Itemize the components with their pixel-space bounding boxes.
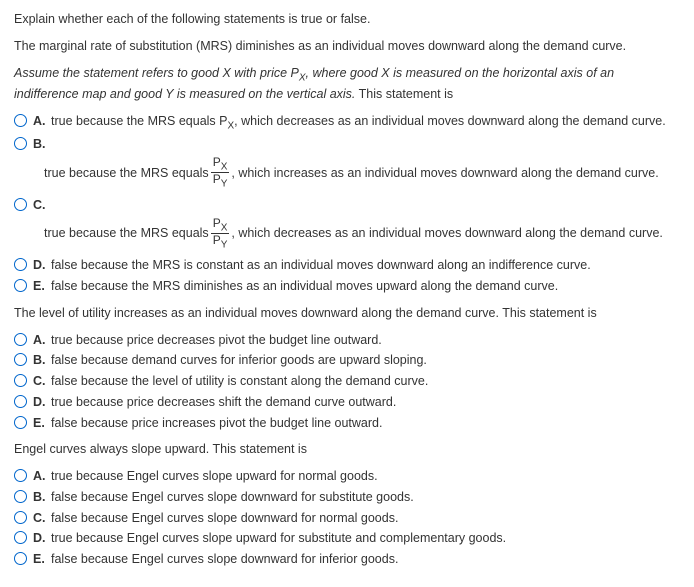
q2-option-d[interactable]: D. true because price decreases shift th… bbox=[14, 393, 680, 412]
option-text: false because the level of utility is co… bbox=[51, 372, 428, 391]
q3-option-c[interactable]: C. false because Engel curves slope down… bbox=[14, 509, 680, 528]
option-letter: C. bbox=[33, 196, 51, 215]
option-text: false because Engel curves slope downwar… bbox=[51, 509, 398, 528]
option-text: true because the MRS equals PX, which de… bbox=[51, 112, 666, 134]
option-text: false because demand curves for inferior… bbox=[51, 351, 427, 370]
q1-assume-pre: Assume the statement refers to good X wi… bbox=[14, 66, 291, 80]
option-letter: E. bbox=[33, 277, 51, 296]
q1-option-b[interactable]: B. bbox=[14, 135, 680, 154]
radio-icon bbox=[14, 511, 27, 524]
option-text: false because price increases pivot the … bbox=[51, 414, 382, 433]
option-text: false because Engel curves slope downwar… bbox=[51, 550, 398, 569]
q2-option-c[interactable]: C. false because the level of utility is… bbox=[14, 372, 680, 391]
option-text: true because Engel curves slope upward f… bbox=[51, 467, 378, 486]
option-letter: C. bbox=[33, 372, 51, 391]
q1-assume-end: This statement is bbox=[355, 87, 453, 101]
intro-text: Explain whether each of the following st… bbox=[14, 10, 680, 29]
option-letter: B. bbox=[33, 488, 51, 507]
q2-option-e[interactable]: E. false because price increases pivot t… bbox=[14, 414, 680, 433]
q3-statement: Engel curves always slope upward. This s… bbox=[14, 440, 680, 459]
q1-option-e[interactable]: E. false because the MRS diminishes as a… bbox=[14, 277, 680, 296]
option-letter: A. bbox=[33, 112, 51, 131]
q2-options: A. true because price decreases pivot th… bbox=[14, 331, 680, 433]
q1-statement2: Assume the statement refers to good X wi… bbox=[14, 64, 680, 104]
q1-statement1: The marginal rate of substitution (MRS) … bbox=[14, 37, 680, 56]
radio-icon bbox=[14, 353, 27, 366]
fraction-px-py: PXPY bbox=[211, 156, 230, 190]
radio-icon bbox=[14, 374, 27, 387]
q1-options: A. true because the MRS equals PX, which… bbox=[14, 112, 680, 296]
q1-option-d[interactable]: D. false because the MRS is constant as … bbox=[14, 256, 680, 275]
q1a-post: , which decreases as an individual moves… bbox=[234, 114, 666, 128]
q1b-pre: true because the MRS equals bbox=[44, 164, 209, 183]
q2-option-b[interactable]: B. false because demand curves for infer… bbox=[14, 351, 680, 370]
q1a-pre: true because the MRS equals bbox=[51, 114, 219, 128]
radio-icon bbox=[14, 114, 27, 127]
option-text: false because the MRS diminishes as an i… bbox=[51, 277, 558, 296]
radio-icon bbox=[14, 198, 27, 211]
radio-icon bbox=[14, 552, 27, 565]
q2-option-a[interactable]: A. true because price decreases pivot th… bbox=[14, 331, 680, 350]
option-text: false because Engel curves slope downwar… bbox=[51, 488, 414, 507]
q3-option-e[interactable]: E. false because Engel curves slope down… bbox=[14, 550, 680, 569]
q1-option-c-text: true because the MRS equals PXPY , which… bbox=[44, 217, 680, 251]
radio-icon bbox=[14, 416, 27, 429]
radio-icon bbox=[14, 137, 27, 150]
q3-options: A. true because Engel curves slope upwar… bbox=[14, 467, 680, 569]
radio-icon bbox=[14, 258, 27, 271]
option-text: true because price decreases shift the d… bbox=[51, 393, 396, 412]
radio-icon bbox=[14, 469, 27, 482]
q1b-post: , which increases as an individual moves… bbox=[231, 164, 658, 183]
q3-option-d[interactable]: D. true because Engel curves slope upwar… bbox=[14, 529, 680, 548]
option-text: false because the MRS is constant as an … bbox=[51, 256, 591, 275]
option-letter: D. bbox=[33, 256, 51, 275]
option-letter: A. bbox=[33, 331, 51, 350]
fraction-px-py: PXPY bbox=[211, 217, 230, 251]
radio-icon bbox=[14, 279, 27, 292]
q3-option-a[interactable]: A. true because Engel curves slope upwar… bbox=[14, 467, 680, 486]
q1-px-sym: PX bbox=[291, 66, 306, 80]
q2-statement: The level of utility increases as an ind… bbox=[14, 304, 680, 323]
option-letter: C. bbox=[33, 509, 51, 528]
q1-option-c[interactable]: C. bbox=[14, 196, 680, 215]
q1-option-b-text: true because the MRS equals PXPY , which… bbox=[44, 156, 680, 190]
option-letter: A. bbox=[33, 467, 51, 486]
option-letter: B. bbox=[33, 351, 51, 370]
q3-option-b[interactable]: B. false because Engel curves slope down… bbox=[14, 488, 680, 507]
q1c-post: , which decreases as an individual moves… bbox=[231, 224, 663, 243]
option-letter: D. bbox=[33, 393, 51, 412]
radio-icon bbox=[14, 333, 27, 346]
option-letter: D. bbox=[33, 529, 51, 548]
option-text: true because price decreases pivot the b… bbox=[51, 331, 382, 350]
option-letter: E. bbox=[33, 550, 51, 569]
radio-icon bbox=[14, 395, 27, 408]
radio-icon bbox=[14, 531, 27, 544]
option-text: true because Engel curves slope upward f… bbox=[51, 529, 506, 548]
option-letter: E. bbox=[33, 414, 51, 433]
q1c-pre: true because the MRS equals bbox=[44, 224, 209, 243]
option-letter: B. bbox=[33, 135, 51, 154]
q1-option-a[interactable]: A. true because the MRS equals PX, which… bbox=[14, 112, 680, 134]
radio-icon bbox=[14, 490, 27, 503]
